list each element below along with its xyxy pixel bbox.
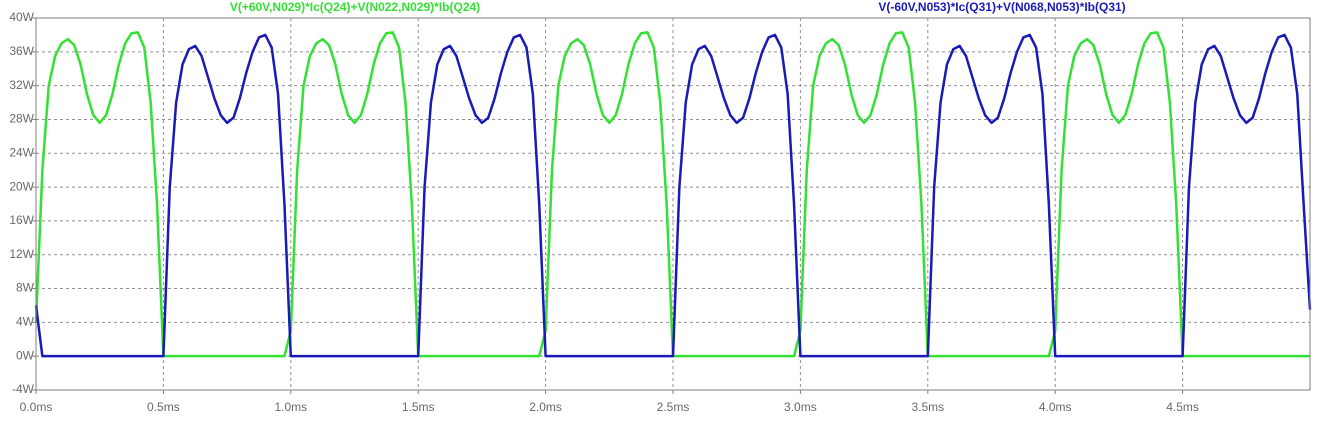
y-tick-label: 32W <box>9 78 34 92</box>
series-line <box>34 33 1312 358</box>
y-tick-label: 24W <box>9 145 34 159</box>
labels: -4W 0W 4W 8W 12W 16W 20W 24W 28W 32W 36W 40W 0.0ms 0.… <box>9 0 1199 414</box>
y-tick-label: -4W <box>12 382 35 396</box>
x-tick-label: 4.0ms <box>1039 400 1072 414</box>
x-tick-label: 3.0ms <box>784 400 817 414</box>
y-tick-label: 8W <box>16 281 35 295</box>
x-tick-label: 2.0ms <box>529 400 562 414</box>
x-tick-label: 0.5ms <box>147 400 180 414</box>
y-tick-label: 36W <box>9 44 34 58</box>
x-tick-label: 2.5ms <box>657 400 690 414</box>
y-tick-label: 28W <box>9 112 34 126</box>
y-tick-label: 20W <box>9 179 34 193</box>
y-tick-label: 4W <box>16 315 35 329</box>
y-tick-label: 16W <box>9 213 34 227</box>
grid <box>35 17 1310 391</box>
plot-lines <box>34 31 1312 358</box>
series-name: V(+60V,N029)*Ic(Q24)+V(N022,N029)*Ib(Q24… <box>230 0 480 14</box>
series-name: V(-60V,N053)*Ic(Q31)+V(N068,N053)*Ib(Q31… <box>878 0 1125 14</box>
y-tick-label: 40W <box>9 10 34 24</box>
x-tick-label: 3.5ms <box>911 400 944 414</box>
x-tick-label: 1.0ms <box>274 400 307 414</box>
x-tick-label: 0.0ms <box>20 400 53 414</box>
y-tick-label: 0W <box>16 348 35 362</box>
x-tick-label: 1.5ms <box>402 400 435 414</box>
x-tick-label: 4.5ms <box>1166 400 1199 414</box>
y-tick-label: 12W <box>9 247 34 261</box>
